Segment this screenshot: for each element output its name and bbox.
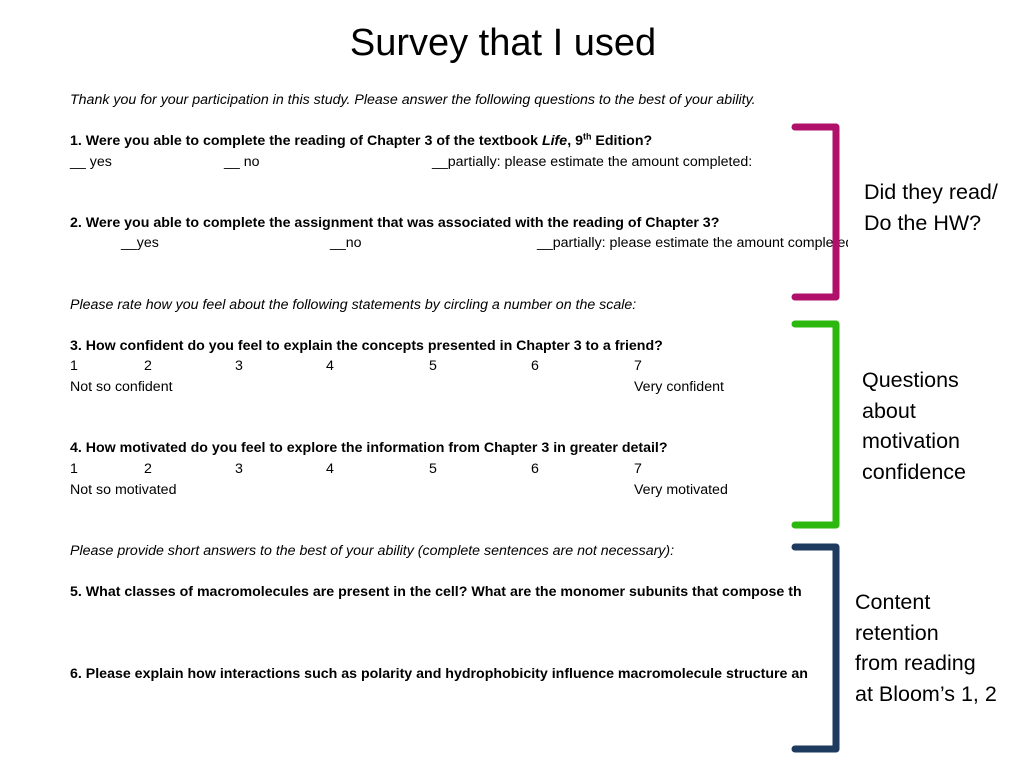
question-1-edition-suffix: th <box>582 131 592 142</box>
survey-intro: Thank you for your participation in this… <box>70 92 756 108</box>
q4-scale-4[interactable]: 4 <box>326 461 334 477</box>
q2-option-partially[interactable]: __partially: please estimate the amount … <box>537 235 848 251</box>
slide-title: Survey that I used <box>349 22 657 64</box>
q3-scale-3[interactable]: 3 <box>235 358 243 374</box>
q3-low-label: Not so confident <box>70 379 173 395</box>
q4-scale-7[interactable]: 7 <box>634 461 642 477</box>
bracket-motivation-confidence <box>791 320 840 529</box>
q4-scale-3[interactable]: 3 <box>235 461 243 477</box>
q4-high-label: Very motivated <box>634 482 728 498</box>
survey-document: Thank you for your participation in this… <box>70 92 848 682</box>
annotation-label-motivation-confidence: Questions about motivation confidence <box>862 368 966 484</box>
question-4: 4. How motivated do you feel to explore … <box>70 440 668 456</box>
q3-scale-1[interactable]: 1 <box>70 358 78 374</box>
question-1-book-title: Life <box>541 133 568 149</box>
q4-scale-5[interactable]: 5 <box>429 461 437 477</box>
question-5: 5. What classes of macromolecules are pr… <box>70 584 802 600</box>
q4-scale-6[interactable]: 6 <box>531 461 539 477</box>
question-1: 1. Were you able to complete the reading… <box>70 132 652 150</box>
question-3: 3. How confident do you feel to explain … <box>70 338 663 354</box>
q4-scale-1[interactable]: 1 <box>70 461 78 477</box>
rating-instruction: Please rate how you feel about the follo… <box>70 297 637 313</box>
q1-option-no[interactable]: __ no <box>224 154 260 170</box>
q4-low-label: Not so motivated <box>70 482 177 498</box>
question-1-text: 1. Were you able to complete the reading… <box>70 133 542 149</box>
q3-scale-7[interactable]: 7 <box>634 358 642 374</box>
q3-scale-4[interactable]: 4 <box>326 358 334 374</box>
bracket-content-retention <box>791 543 840 753</box>
short-answer-instruction: Please provide short answers to the best… <box>70 543 675 559</box>
q3-scale-5[interactable]: 5 <box>429 358 437 374</box>
q2-option-no[interactable]: __no <box>330 235 362 251</box>
q2-option-yes[interactable]: __yes <box>121 235 159 251</box>
q4-scale-2[interactable]: 2 <box>144 461 152 477</box>
question-1-edition-text: Edition? <box>591 133 653 149</box>
bracket-reading-hw <box>791 123 840 301</box>
question-6: 6. Please explain how interactions such … <box>70 666 808 682</box>
q3-scale-6[interactable]: 6 <box>531 358 539 374</box>
q1-option-partially[interactable]: __partially: please estimate the amount … <box>432 154 753 170</box>
annotation-label-content-retention: Content retention from reading at Bloom’… <box>855 590 997 706</box>
q3-scale-2[interactable]: 2 <box>144 358 152 374</box>
question-1-edition-number: , 9 <box>567 133 583 149</box>
q3-high-label: Very confident <box>634 379 724 395</box>
annotation-label-reading-hw: Did they read/ Do the HW? <box>864 180 998 235</box>
q1-option-yes[interactable]: __ yes <box>70 154 112 170</box>
question-2: 2. Were you able to complete the assignm… <box>70 215 720 231</box>
